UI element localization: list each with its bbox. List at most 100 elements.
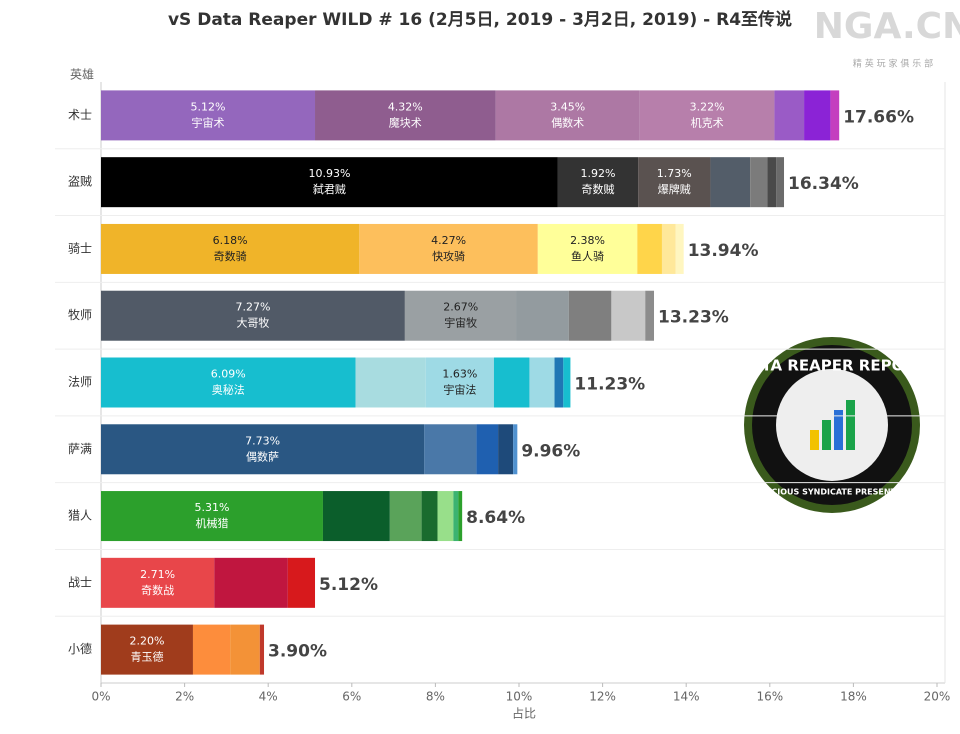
x-tick-label: 14% xyxy=(673,690,700,704)
category-label: 战士 xyxy=(68,575,92,589)
x-tick-label: 0% xyxy=(91,690,110,704)
logo-bar xyxy=(822,420,831,450)
logo-text: DATA REAPER REPORT xyxy=(739,357,927,375)
bar-segment xyxy=(355,357,426,408)
bar-segment xyxy=(404,290,517,341)
segment-value-label: 5.12% xyxy=(191,100,226,113)
bar-segment xyxy=(557,157,639,208)
x-axis-label: 占比 xyxy=(512,706,536,721)
bar-segment xyxy=(645,290,655,341)
segment-name-label: 魔块术 xyxy=(389,115,422,129)
logo-subtitle: VICIOUS SYNDICATE PRESENTS xyxy=(762,488,902,497)
bar-segment xyxy=(675,223,684,274)
segment-value-label: 7.27% xyxy=(235,301,270,314)
x-tick-label: 4% xyxy=(259,690,278,704)
segment-value-label: 4.32% xyxy=(388,100,423,113)
bar-segment xyxy=(101,157,558,208)
segment-name-label: 奥秘法 xyxy=(212,383,245,397)
bar-segment xyxy=(611,290,646,341)
bar-segment xyxy=(101,290,405,341)
bar-segment xyxy=(214,557,288,608)
bar-segment xyxy=(495,90,640,141)
bar-segment xyxy=(529,357,555,408)
bar-segment xyxy=(101,90,316,141)
bar-segment xyxy=(661,223,676,274)
bar-segment xyxy=(537,223,638,274)
logo-center xyxy=(776,369,888,481)
total-label: 9.96% xyxy=(521,441,580,461)
bar-segment xyxy=(322,491,390,542)
category-label: 法师 xyxy=(68,375,92,389)
logo-bar xyxy=(846,400,855,450)
segment-value-label: 10.93% xyxy=(308,167,350,180)
segment-value-label: 2.20% xyxy=(130,635,165,648)
x-tick-label: 10% xyxy=(506,690,533,704)
bar-segment xyxy=(192,624,231,675)
segment-value-label: 4.27% xyxy=(431,234,466,247)
bar-segment xyxy=(359,223,538,274)
bar-segment xyxy=(830,90,840,141)
bar-segment xyxy=(776,157,785,208)
total-label: 17.66% xyxy=(843,107,914,127)
bar-segment xyxy=(287,557,316,608)
bar-segment xyxy=(774,90,805,141)
bar-segment xyxy=(568,290,612,341)
segment-name-label: 快攻骑 xyxy=(432,249,465,263)
bar-segment xyxy=(563,357,571,408)
logo: DATA REAPER REPORT VICIOUS SYNDICATE PRE… xyxy=(739,337,927,513)
segment-name-label: 机克术 xyxy=(691,115,724,129)
segment-value-label: 2.38% xyxy=(570,234,605,247)
total-label: 16.34% xyxy=(788,174,859,194)
x-tick-label: 12% xyxy=(589,690,616,704)
watermark: NGA.CN xyxy=(814,6,960,47)
bar-segment xyxy=(101,624,193,675)
segment-value-label: 2.67% xyxy=(443,301,478,314)
bar-segment xyxy=(259,624,265,675)
bar-segment xyxy=(230,624,260,675)
category-label: 术士 xyxy=(68,108,92,122)
segment-value-label: 5.31% xyxy=(195,501,230,514)
x-tick-label: 16% xyxy=(756,690,783,704)
bar-segment xyxy=(101,357,356,408)
segment-name-label: 宇宙法 xyxy=(443,383,476,397)
segment-value-label: 7.73% xyxy=(245,434,280,447)
segment-value-label: 1.92% xyxy=(581,167,616,180)
segment-value-label: 3.45% xyxy=(550,100,585,113)
bar-segment xyxy=(513,424,518,475)
segment-name-label: 偶数萨 xyxy=(246,450,279,463)
logo-bar xyxy=(834,410,843,450)
segment-value-label: 6.18% xyxy=(213,234,248,247)
bar-segment xyxy=(315,90,496,141)
category-label: 小德 xyxy=(68,641,92,656)
segment-name-label: 宇宙术 xyxy=(192,115,225,129)
total-label: 8.64% xyxy=(466,508,525,528)
bar-segment xyxy=(101,557,215,608)
bar-segment xyxy=(767,157,777,208)
total-label: 3.90% xyxy=(268,642,327,662)
segment-value-label: 2.71% xyxy=(140,568,175,581)
bar-segment xyxy=(710,157,751,208)
x-tick-label: 20% xyxy=(924,690,951,704)
total-label: 11.23% xyxy=(574,375,645,395)
segment-name-label: 奇数骑 xyxy=(214,250,247,263)
bar-segment xyxy=(389,491,422,542)
bar-segment xyxy=(516,290,569,341)
x-tick-label: 18% xyxy=(840,690,867,704)
y-axis-label: 英雄 xyxy=(70,67,94,82)
segment-name-label: 弑君贼 xyxy=(313,182,346,196)
bar-segment xyxy=(639,90,775,141)
bar-segment xyxy=(493,357,530,408)
segment-name-label: 青玉德 xyxy=(130,650,163,664)
bar-segment xyxy=(498,424,514,475)
total-label: 13.23% xyxy=(658,308,729,328)
segment-value-label: 1.63% xyxy=(442,368,477,381)
total-label: 5.12% xyxy=(319,575,378,595)
total-label: 13.94% xyxy=(688,241,759,261)
bar-segment xyxy=(101,424,425,475)
bar-segment xyxy=(554,357,564,408)
x-tick-label: 6% xyxy=(342,690,361,704)
bar-segment xyxy=(637,223,662,274)
segment-name-label: 奇数战 xyxy=(141,584,174,597)
segment-name-label: 宇宙牧 xyxy=(444,316,477,330)
